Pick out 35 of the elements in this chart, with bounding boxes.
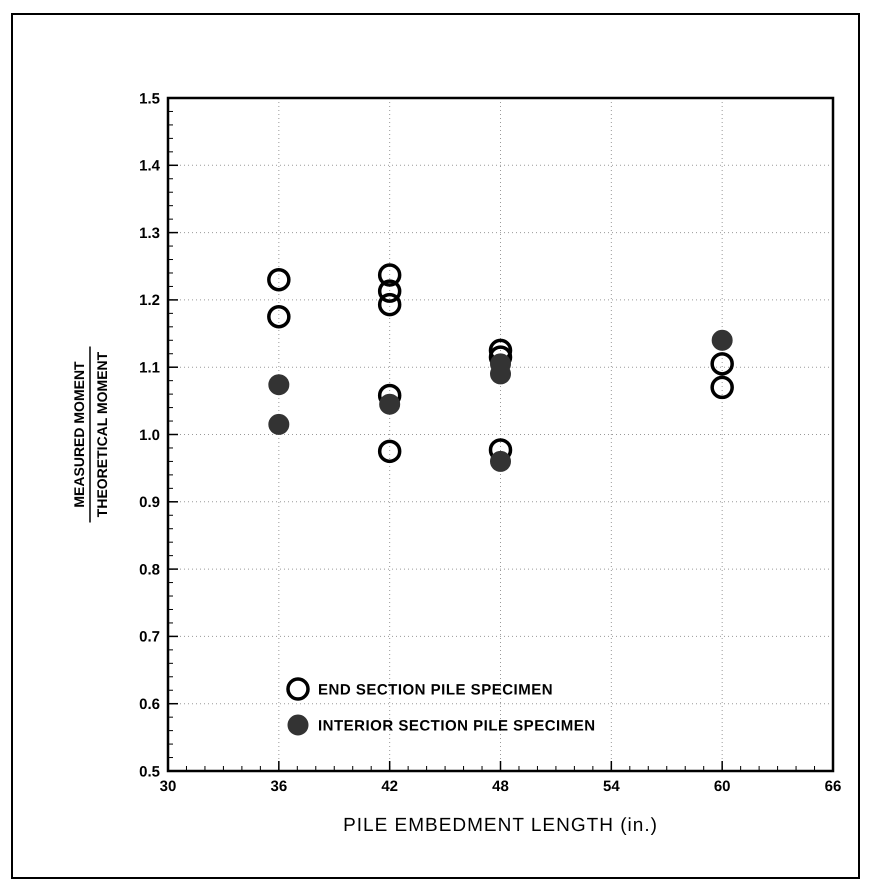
point — [710, 376, 734, 400]
point — [712, 330, 733, 351]
x-tick-label: 66 — [824, 778, 842, 795]
point — [379, 394, 400, 415]
y-tick-label: 1.1 — [139, 359, 160, 376]
y-tick-label: 0.5 — [139, 763, 160, 780]
y-tick-label: 0.9 — [139, 494, 160, 512]
x-tick-label: 36 — [270, 778, 288, 795]
y-tick-label: 0.6 — [139, 696, 160, 713]
x-axis-title: PILE EMBEDMENT LENGTH (in.) — [343, 815, 658, 836]
x-tick-label: 42 — [381, 778, 398, 795]
x-tick-label: 30 — [160, 778, 176, 795]
point — [267, 268, 291, 292]
y-tick-label: 1.3 — [139, 224, 160, 242]
y-tick-label: 1.2 — [139, 292, 160, 310]
point — [267, 304, 291, 328]
point — [268, 374, 290, 396]
y-tick-label: 0.7 — [139, 628, 160, 646]
point — [710, 352, 734, 376]
y-tick-label: 1.5 — [139, 90, 160, 108]
legend-label: END SECTION PILE SPECIMEN — [318, 681, 554, 698]
point — [378, 440, 402, 464]
x-tick-label: 48 — [492, 778, 509, 795]
y-tick-label: 0.8 — [139, 561, 160, 578]
point — [268, 414, 290, 435]
x-tick-label: 54 — [602, 778, 620, 795]
y-axis-title: MEASURED MOMENT THEORETICAL MOMENT — [71, 351, 110, 518]
legend-label: INTERIOR SECTION PILE SPECIMEN — [318, 717, 596, 734]
y-tick-label: 1.0 — [139, 426, 160, 444]
point — [378, 279, 402, 303]
point — [490, 450, 511, 472]
point — [378, 292, 402, 316]
x-tick-label: 60 — [714, 778, 731, 795]
y-tick-label: 1.4 — [139, 158, 161, 175]
point — [378, 263, 402, 287]
